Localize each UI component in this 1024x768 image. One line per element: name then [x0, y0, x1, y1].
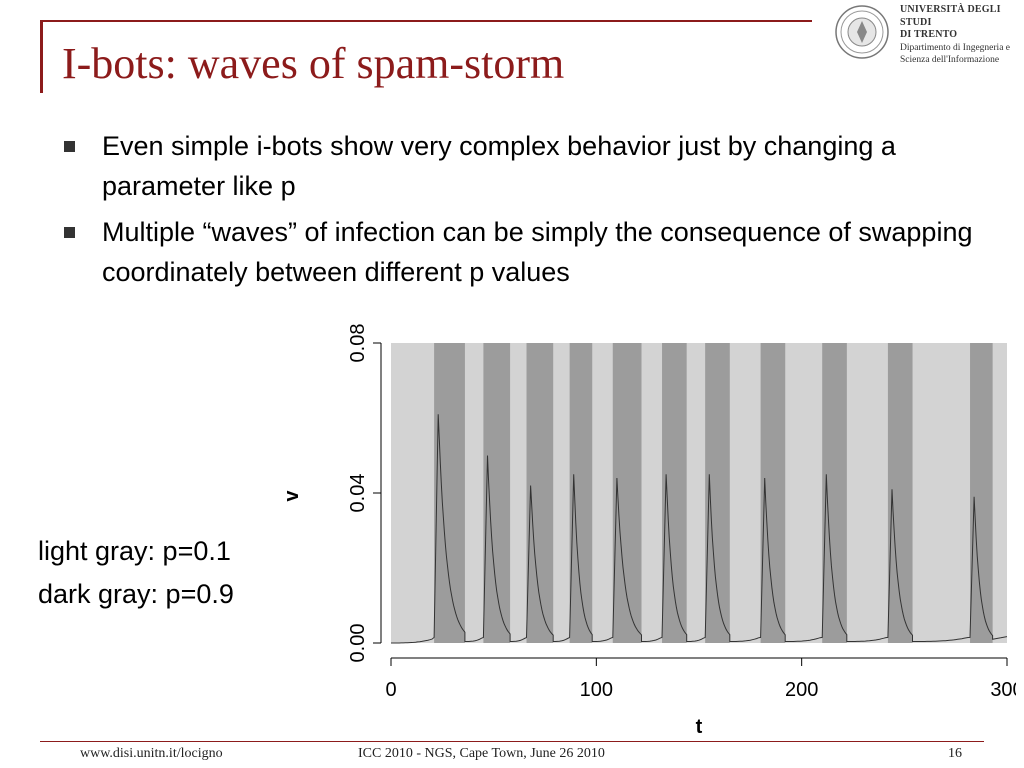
dark-band-p09 — [569, 343, 593, 643]
dark-band-p09 — [483, 343, 511, 643]
band-legend-note: light gray: p=0.1 dark gray: p=0.9 — [38, 530, 234, 616]
infection-waves-chart: 0.00 0.04 0.08 v 0 100 200 300 t — [281, 324, 1016, 738]
logo-dept-line1: Dipartimento di Ingegneria e — [900, 42, 1011, 53]
x-axis-title: t — [696, 716, 703, 738]
x-tick-label: 0 — [385, 679, 396, 701]
footer-conference: ICC 2010 - NGS, Cape Town, June 26 2010 — [358, 746, 605, 761]
square-bullet-icon — [64, 227, 75, 238]
square-bullet-icon — [64, 141, 75, 152]
x-tick-label: 200 — [785, 679, 818, 701]
y-axis-title: v — [281, 490, 303, 502]
x-tick-label: 100 — [580, 679, 613, 701]
dark-band-p09 — [434, 343, 465, 643]
page-number: 16 — [948, 746, 962, 761]
logo-city: DI TRENTO — [900, 29, 958, 40]
bullet-text: Multiple “waves” of infection can be sim… — [102, 217, 973, 287]
logo-text: UNIVERSITÀ DEGLI STUDI DI TRENTO Diparti… — [900, 4, 1024, 67]
slide-title: I-bots: waves of spam-storm — [62, 39, 565, 88]
bullet-list: Even simple i-bots show very complex beh… — [64, 126, 984, 298]
x-tick-label: 300 — [990, 679, 1016, 701]
y-tick-label: 0.00 — [347, 624, 369, 663]
y-tick-label: 0.08 — [347, 324, 369, 363]
series-line-v — [391, 414, 1008, 644]
title-accent-bar — [40, 20, 43, 93]
dark-band-p09 — [970, 343, 993, 643]
legend-dark-gray: dark gray: p=0.9 — [38, 579, 234, 609]
university-logo: UNIVERSITÀ DEGLI STUDI DI TRENTO Diparti… — [828, 0, 1024, 67]
footer-rule — [40, 741, 984, 742]
legend-light-gray: light gray: p=0.1 — [38, 536, 231, 566]
bullet-item: Multiple “waves” of infection can be sim… — [64, 212, 992, 292]
bullet-text: Even simple i-bots show very complex beh… — [102, 131, 896, 201]
title-rule — [40, 20, 812, 22]
logo-dept-line2: Scienza dell'Informazione — [900, 55, 1000, 65]
y-tick-label: 0.04 — [347, 474, 369, 513]
footer-url: www.disi.unitn.it/locigno — [80, 746, 223, 761]
logo-university: UNIVERSITÀ DEGLI STUDI — [900, 4, 1001, 28]
university-seal-icon — [835, 5, 889, 59]
bullet-item: Even simple i-bots show very complex beh… — [64, 126, 992, 206]
